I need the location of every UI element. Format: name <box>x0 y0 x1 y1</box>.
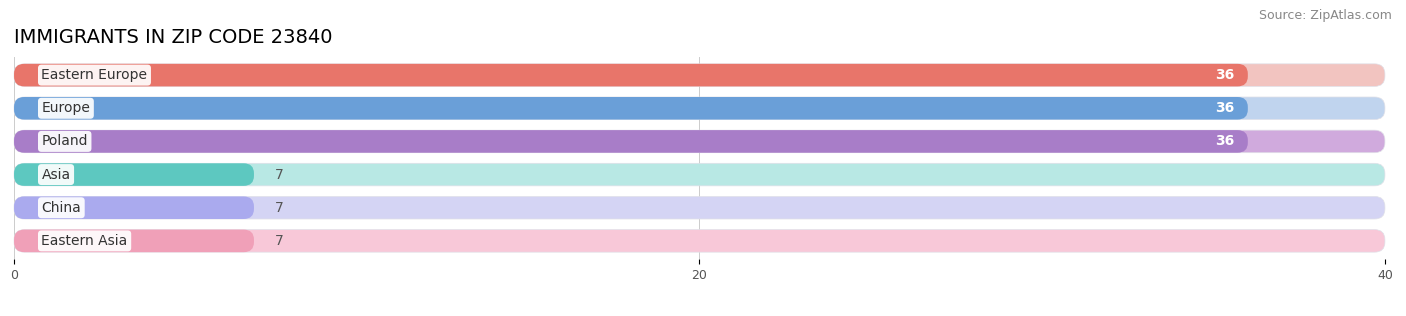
Text: 36: 36 <box>1215 68 1234 82</box>
FancyBboxPatch shape <box>14 163 1385 186</box>
FancyBboxPatch shape <box>14 64 1249 86</box>
FancyBboxPatch shape <box>14 163 254 186</box>
FancyBboxPatch shape <box>14 230 254 252</box>
Text: 36: 36 <box>1215 134 1234 149</box>
FancyBboxPatch shape <box>14 64 1385 86</box>
FancyBboxPatch shape <box>14 130 1249 153</box>
Text: Poland: Poland <box>42 134 89 149</box>
Text: Eastern Asia: Eastern Asia <box>42 234 128 248</box>
Text: 7: 7 <box>274 234 283 248</box>
Text: IMMIGRANTS IN ZIP CODE 23840: IMMIGRANTS IN ZIP CODE 23840 <box>14 28 333 47</box>
FancyBboxPatch shape <box>14 197 1385 219</box>
Text: Asia: Asia <box>42 167 70 182</box>
Text: China: China <box>42 201 82 215</box>
FancyBboxPatch shape <box>14 130 1385 153</box>
Text: Eastern Europe: Eastern Europe <box>42 68 148 82</box>
Text: 36: 36 <box>1215 101 1234 115</box>
FancyBboxPatch shape <box>14 97 1249 119</box>
Text: 7: 7 <box>274 167 283 182</box>
FancyBboxPatch shape <box>14 197 254 219</box>
FancyBboxPatch shape <box>14 97 1385 119</box>
Text: 7: 7 <box>274 201 283 215</box>
Text: Source: ZipAtlas.com: Source: ZipAtlas.com <box>1258 9 1392 22</box>
FancyBboxPatch shape <box>14 230 1385 252</box>
Text: Europe: Europe <box>42 101 90 115</box>
